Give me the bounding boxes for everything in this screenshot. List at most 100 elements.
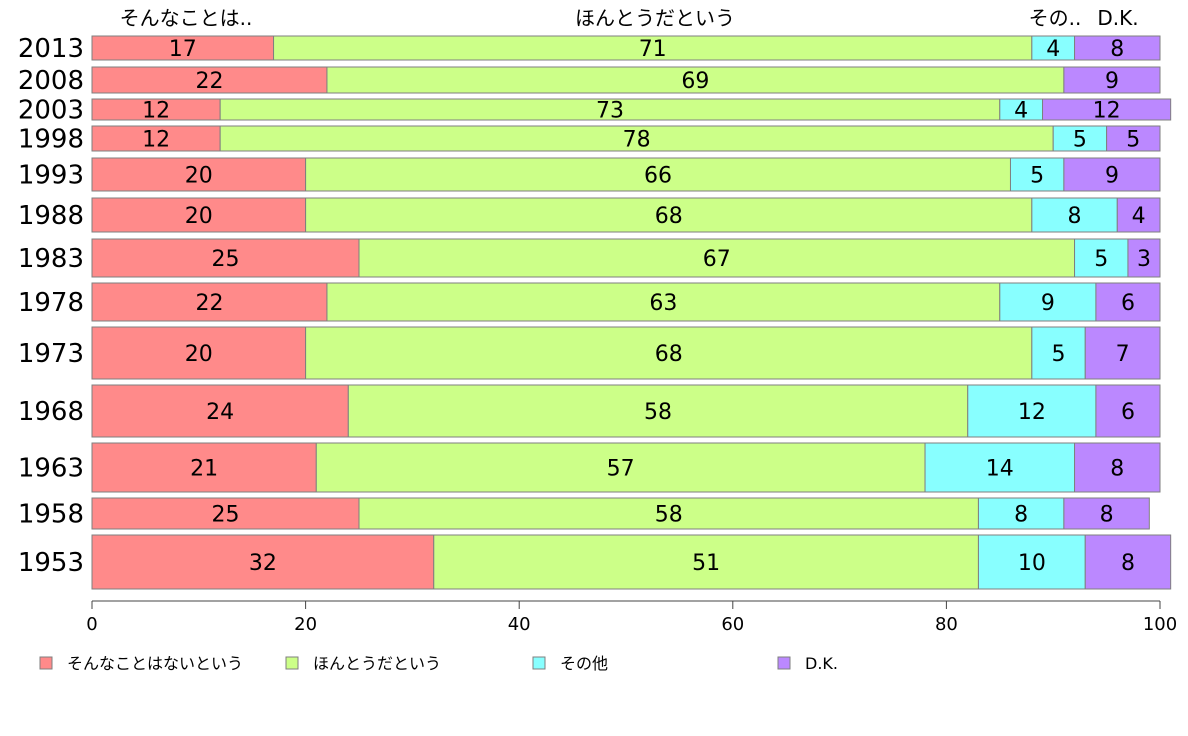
bar-segment	[1031, 197, 1118, 233]
column-headers: そんなことは.. ほんとうだという その.. D.K.	[120, 6, 1139, 30]
bar-segment	[1031, 326, 1086, 380]
data-label: 8	[1014, 503, 1028, 528]
data-label: 71	[639, 37, 667, 62]
data-label: 9	[1041, 291, 1055, 316]
bar-segment	[1042, 98, 1172, 121]
legend-label: D.K.	[805, 654, 838, 673]
data-label: 63	[649, 291, 677, 316]
data-label: 5	[1126, 128, 1140, 153]
bar-segment	[977, 534, 1086, 590]
year-tick-label: 2013	[18, 34, 84, 64]
column-header: その..	[1029, 6, 1082, 30]
data-label: 4	[1046, 37, 1060, 62]
year-tick-label: 1958	[18, 500, 84, 530]
bar-segment	[91, 384, 349, 438]
bar-segment	[91, 282, 328, 322]
legend-label: そんなことはないという	[67, 654, 243, 673]
data-label: 67	[703, 247, 731, 272]
legend-item: ほんとうだという	[285, 654, 441, 673]
year-tick-label: 2003	[18, 96, 84, 126]
year-tick-label: 2008	[18, 66, 84, 96]
bar-segment	[305, 197, 1033, 233]
legend: そんなことはないという ほんとうだという その他 D.K.	[39, 654, 838, 673]
bar-segment	[347, 384, 969, 438]
bar-row-1953: 32 51 10 8	[91, 534, 1172, 590]
data-label: 5	[1094, 247, 1108, 272]
data-label: 58	[644, 400, 672, 425]
bar-segment	[977, 497, 1065, 530]
data-label: 5	[1052, 342, 1066, 367]
bar-segment	[91, 197, 307, 233]
legend-item: そんなことはないという	[39, 654, 243, 673]
data-label: 78	[623, 128, 651, 153]
legend-item: D.K.	[777, 654, 838, 673]
bar-row-2003: 12 73 4 12	[91, 98, 1172, 124]
data-label: 10	[1018, 551, 1046, 576]
data-label: 22	[195, 291, 223, 316]
bar-segment	[91, 497, 360, 530]
legend-item: その他	[532, 654, 608, 673]
x-tick-label: 60	[721, 614, 744, 635]
bar-segment	[1063, 66, 1161, 94]
data-label: 24	[206, 400, 234, 425]
legend-swatch	[39, 656, 53, 670]
bar-segment	[1031, 35, 1076, 61]
data-label: 17	[169, 37, 197, 62]
bar-row-1988: 20 68 8 4	[91, 197, 1161, 233]
x-axis: 0 20 40 60 80 100	[86, 600, 1177, 635]
bar-segment	[1052, 125, 1108, 152]
data-label: 12	[1093, 99, 1121, 124]
bar-segment	[305, 157, 1011, 192]
x-tick-label: 80	[935, 614, 958, 635]
data-label: 6	[1121, 400, 1135, 425]
bar-segment	[315, 442, 926, 493]
bar-row-1978: 22 63 9 6	[91, 282, 1161, 322]
bar-row-2013: 17 71 4 8	[91, 35, 1161, 62]
bar-segment	[326, 66, 1065, 94]
bar-segment	[433, 534, 979, 590]
data-label: 8	[1110, 37, 1124, 62]
data-label: 4	[1014, 99, 1028, 124]
data-label: 4	[1132, 204, 1146, 229]
bar-segment	[91, 157, 307, 192]
year-tick-label: 1963	[18, 454, 84, 484]
bar-segment	[1074, 442, 1161, 493]
year-tick-label: 1978	[18, 288, 84, 318]
year-tick-label: 1988	[18, 201, 84, 231]
data-label: 12	[142, 99, 170, 124]
bar-segment	[358, 238, 1076, 278]
data-label: 9	[1105, 164, 1119, 189]
bar-segment	[273, 35, 1033, 61]
bar-row-2008: 22 69 9	[91, 66, 1161, 94]
data-label: 3	[1137, 247, 1151, 272]
bar-row-1958: 25 58 8 8	[91, 497, 1150, 530]
year-tick-label: 1953	[18, 548, 84, 578]
bar-segment	[1084, 326, 1161, 380]
data-label: 25	[212, 503, 240, 528]
bar-segment	[91, 534, 435, 590]
data-label: 9	[1105, 69, 1119, 94]
year-tick-label: 1993	[18, 161, 84, 191]
data-label: 32	[249, 551, 277, 576]
bar-segment	[1074, 35, 1161, 61]
data-label: 8	[1121, 551, 1135, 576]
data-label: 66	[644, 164, 672, 189]
bar-segment	[1063, 157, 1161, 192]
data-label: 51	[692, 551, 720, 576]
data-label: 57	[607, 457, 635, 482]
bar-segment	[924, 442, 1076, 493]
data-label: 20	[185, 204, 213, 229]
x-tick-label: 40	[508, 614, 531, 635]
bar-row-1983: 25 67 5 3	[91, 238, 1161, 278]
year-tick-label: 1983	[18, 244, 84, 274]
bar-row-1998: 12 78 5 5	[91, 125, 1161, 153]
data-label: 20	[185, 164, 213, 189]
data-label: 68	[655, 342, 683, 367]
data-label: 68	[655, 204, 683, 229]
bar-segment	[219, 125, 1054, 152]
bar-segment	[358, 497, 979, 530]
data-label: 12	[1018, 400, 1046, 425]
